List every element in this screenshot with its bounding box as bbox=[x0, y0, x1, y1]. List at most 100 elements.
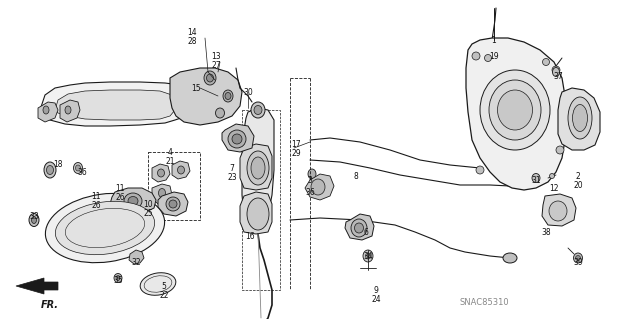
Text: 18: 18 bbox=[53, 160, 63, 169]
Polygon shape bbox=[152, 184, 172, 204]
Ellipse shape bbox=[311, 179, 325, 195]
Ellipse shape bbox=[568, 97, 592, 139]
Ellipse shape bbox=[159, 189, 166, 197]
Polygon shape bbox=[38, 102, 58, 122]
Polygon shape bbox=[466, 38, 565, 190]
Ellipse shape bbox=[31, 217, 36, 224]
Ellipse shape bbox=[549, 201, 567, 221]
Text: 14
28: 14 28 bbox=[187, 28, 197, 46]
Text: 16: 16 bbox=[245, 232, 255, 241]
Text: 36: 36 bbox=[77, 168, 87, 177]
Polygon shape bbox=[305, 174, 334, 200]
Ellipse shape bbox=[575, 256, 580, 261]
Polygon shape bbox=[222, 124, 254, 152]
Ellipse shape bbox=[251, 157, 265, 179]
Ellipse shape bbox=[228, 130, 246, 148]
Ellipse shape bbox=[204, 71, 216, 85]
Text: 6: 6 bbox=[364, 228, 369, 237]
Ellipse shape bbox=[55, 201, 155, 255]
Ellipse shape bbox=[351, 219, 367, 237]
Polygon shape bbox=[240, 192, 272, 234]
Polygon shape bbox=[170, 68, 242, 125]
Ellipse shape bbox=[223, 90, 233, 102]
Polygon shape bbox=[345, 214, 374, 240]
Ellipse shape bbox=[550, 174, 554, 179]
Polygon shape bbox=[16, 278, 58, 294]
Text: 34: 34 bbox=[363, 252, 373, 261]
Ellipse shape bbox=[114, 273, 122, 283]
Text: 17
29: 17 29 bbox=[291, 140, 301, 158]
Polygon shape bbox=[60, 100, 80, 122]
Ellipse shape bbox=[177, 166, 184, 174]
Ellipse shape bbox=[74, 162, 83, 174]
Text: 10
25: 10 25 bbox=[143, 200, 153, 218]
Bar bbox=[148, 152, 200, 220]
Text: 31: 31 bbox=[531, 176, 541, 185]
Polygon shape bbox=[152, 164, 170, 182]
Text: 33: 33 bbox=[29, 212, 39, 221]
Text: SNAC85310: SNAC85310 bbox=[460, 298, 509, 307]
Text: 15: 15 bbox=[191, 84, 201, 93]
Polygon shape bbox=[240, 144, 272, 190]
Text: 35: 35 bbox=[113, 276, 123, 285]
Text: 8: 8 bbox=[354, 172, 358, 181]
Ellipse shape bbox=[543, 58, 550, 65]
Ellipse shape bbox=[157, 169, 164, 177]
Text: 30: 30 bbox=[243, 88, 253, 97]
Text: 2
20: 2 20 bbox=[573, 172, 583, 190]
Polygon shape bbox=[158, 192, 188, 216]
Text: 11
26: 11 26 bbox=[115, 184, 125, 202]
Ellipse shape bbox=[254, 106, 262, 115]
Text: 11
26: 11 26 bbox=[91, 192, 101, 210]
Ellipse shape bbox=[480, 70, 550, 150]
Text: 7
23: 7 23 bbox=[227, 164, 237, 182]
Text: 36: 36 bbox=[305, 188, 315, 197]
Ellipse shape bbox=[355, 223, 364, 233]
Ellipse shape bbox=[128, 197, 138, 205]
Ellipse shape bbox=[169, 200, 177, 208]
Text: 3: 3 bbox=[308, 176, 312, 185]
Ellipse shape bbox=[476, 166, 484, 174]
Text: 37: 37 bbox=[553, 72, 563, 81]
Ellipse shape bbox=[29, 213, 39, 226]
Text: 1: 1 bbox=[492, 36, 497, 45]
Ellipse shape bbox=[116, 276, 120, 280]
Ellipse shape bbox=[363, 250, 373, 262]
Text: 32: 32 bbox=[131, 258, 141, 267]
Ellipse shape bbox=[497, 90, 532, 130]
Ellipse shape bbox=[166, 197, 180, 211]
Ellipse shape bbox=[232, 134, 242, 144]
Ellipse shape bbox=[47, 166, 54, 174]
Ellipse shape bbox=[76, 165, 81, 171]
Polygon shape bbox=[55, 90, 175, 120]
Polygon shape bbox=[129, 250, 144, 264]
Polygon shape bbox=[542, 194, 576, 226]
Ellipse shape bbox=[472, 52, 480, 60]
Polygon shape bbox=[40, 82, 195, 126]
Text: 38: 38 bbox=[541, 228, 551, 237]
Ellipse shape bbox=[503, 253, 517, 263]
Ellipse shape bbox=[216, 108, 225, 118]
Ellipse shape bbox=[484, 55, 492, 62]
Ellipse shape bbox=[308, 169, 316, 179]
Text: 4
21: 4 21 bbox=[165, 148, 175, 166]
Ellipse shape bbox=[532, 174, 540, 182]
Ellipse shape bbox=[140, 273, 176, 295]
Ellipse shape bbox=[573, 253, 582, 263]
Ellipse shape bbox=[124, 193, 142, 209]
Text: 13
27: 13 27 bbox=[211, 52, 221, 70]
Text: 5
22: 5 22 bbox=[159, 282, 169, 300]
Ellipse shape bbox=[225, 93, 231, 100]
Text: 12: 12 bbox=[549, 184, 559, 193]
Polygon shape bbox=[110, 188, 156, 214]
Ellipse shape bbox=[43, 106, 49, 114]
Ellipse shape bbox=[556, 146, 564, 154]
Ellipse shape bbox=[247, 198, 269, 230]
Ellipse shape bbox=[45, 193, 164, 263]
Ellipse shape bbox=[573, 105, 588, 131]
Text: 19: 19 bbox=[489, 52, 499, 61]
Ellipse shape bbox=[44, 162, 56, 178]
Polygon shape bbox=[558, 88, 600, 150]
Text: FR.: FR. bbox=[41, 300, 59, 310]
Bar bbox=[242, 110, 280, 290]
